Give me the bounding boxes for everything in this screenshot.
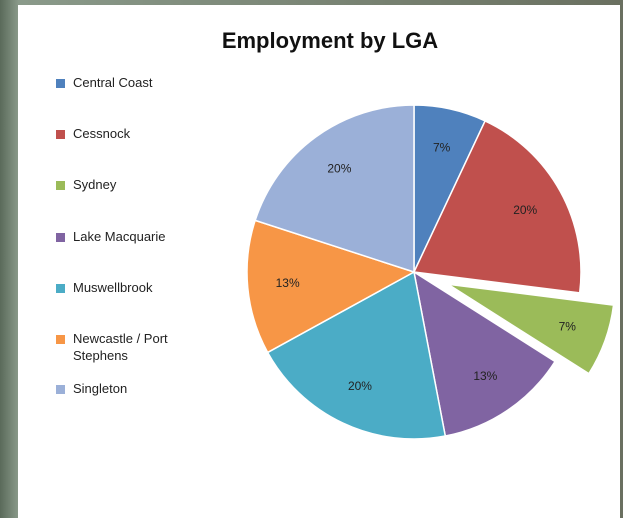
legend-label: Muswellbrook <box>73 280 153 295</box>
data-label: 20% <box>327 161 351 175</box>
legend-item: Central Coast <box>56 74 208 91</box>
legend-swatch <box>56 130 65 139</box>
legend-label: Central Coast <box>73 75 153 90</box>
legend-item: Muswellbrook <box>56 279 208 296</box>
legend-label: Singleton <box>73 381 128 396</box>
pie-slice <box>266 270 447 440</box>
chart-title: Employment by LGA <box>222 28 438 53</box>
data-label: 13% <box>473 369 497 383</box>
legend-swatch <box>56 181 65 190</box>
data-label: 20% <box>513 203 537 217</box>
legend-swatch <box>56 233 65 242</box>
legend-item: Cessnock <box>56 125 208 142</box>
data-label: 7% <box>559 319 577 333</box>
legend-item: Newcastle / Port Stephens <box>56 330 208 364</box>
pie-slice <box>254 104 415 274</box>
legend-item: Singleton <box>56 380 208 397</box>
legend-swatch <box>56 284 65 293</box>
pie-slice <box>412 270 557 437</box>
legend-label: Lake Macquarie <box>73 229 166 244</box>
data-label: 20% <box>348 379 372 393</box>
pie-slice <box>412 119 582 294</box>
legend-label: Cessnock <box>73 126 131 141</box>
legend-swatch <box>56 335 65 344</box>
pie-slice <box>246 219 416 354</box>
legend-label: Newcastle / Port Stephens <box>73 331 168 363</box>
data-label: 13% <box>276 276 300 290</box>
legend-item: Lake Macquarie <box>56 228 208 245</box>
pie-slice <box>447 283 615 375</box>
legend-swatch <box>56 385 65 394</box>
data-label: 7% <box>433 140 451 154</box>
legend-swatch <box>56 79 65 88</box>
legend-label: Sydney <box>73 177 117 192</box>
legend-item: Sydney <box>56 176 208 193</box>
